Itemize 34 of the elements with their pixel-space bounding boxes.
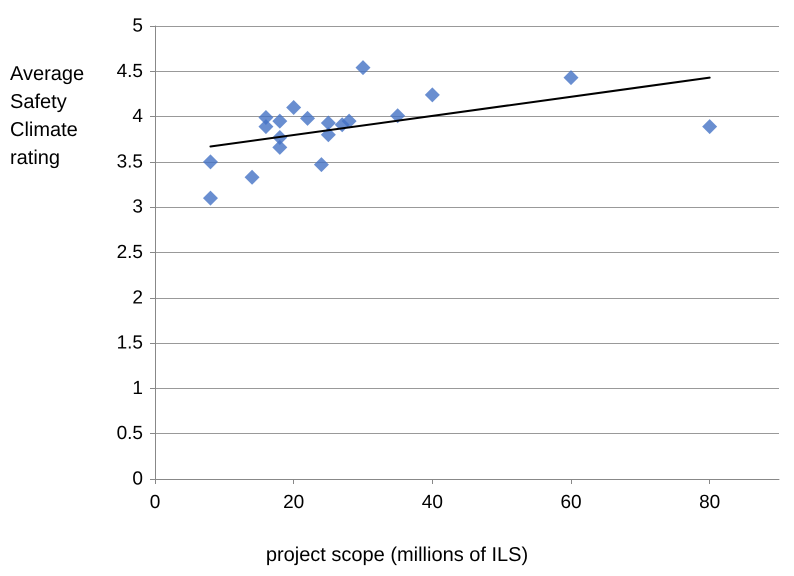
point [564,70,578,86]
y-tick-label: 2 [132,287,143,308]
y-tick-label: 2.5 [116,242,143,263]
x-tick-label: 20 [283,492,304,513]
point [702,119,718,134]
x-tick-label: 80 [699,492,720,513]
y-tick-label: 1.5 [116,332,143,354]
y-tick-label: 5 [132,16,143,36]
point [244,170,260,185]
point [390,108,406,124]
point [356,60,370,76]
y-tick-label: 0 [132,468,143,490]
x-tick-label: 40 [422,492,443,513]
point [342,114,357,129]
y-tick-label: 4.5 [116,60,143,82]
x-axis-title: project scope (millions of ILS) [266,544,528,566]
point [202,190,218,206]
point [314,157,329,172]
point [258,119,274,134]
point [286,100,302,116]
y-axis-title: Average Safety Climate rating [10,63,90,169]
point [300,110,316,126]
point [272,114,288,129]
y-tick-label: 3 [132,196,143,218]
y-tick-label: 0.5 [116,423,143,444]
point [202,154,218,170]
x-tick-label: 60 [560,492,582,513]
y-tick-label: 1 [132,378,143,399]
y-tick-label: 3.5 [116,151,143,172]
point [272,140,288,155]
y-tick-label: 4 [132,106,144,128]
point [320,115,336,130]
point [424,87,440,102]
x-tick-label: 0 [150,492,160,513]
